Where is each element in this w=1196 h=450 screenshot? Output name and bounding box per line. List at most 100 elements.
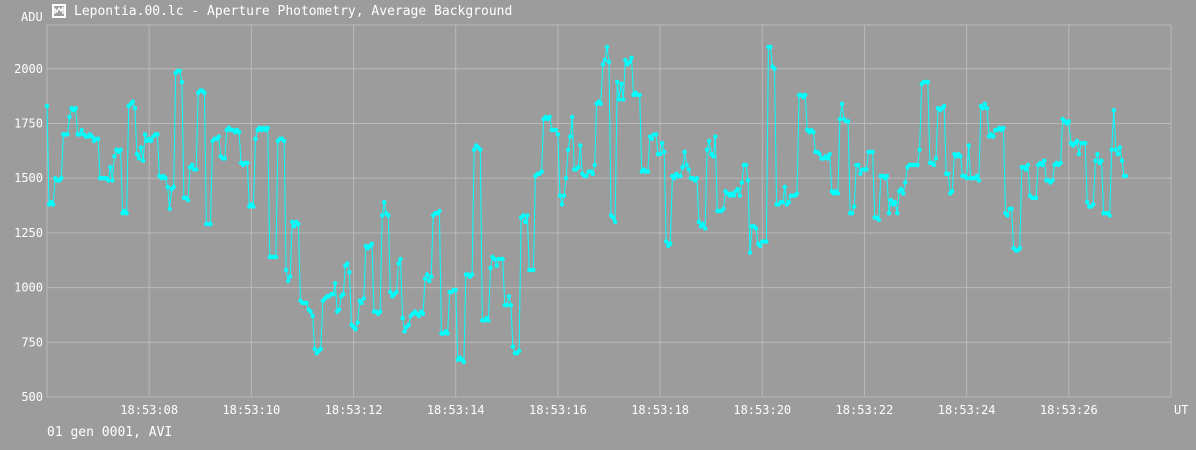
data-point (310, 313, 315, 319)
data-point (531, 267, 536, 273)
data-point (1001, 125, 1006, 130)
data-point (171, 184, 176, 190)
data-point (523, 219, 528, 225)
data-point (138, 145, 144, 150)
data-point (361, 296, 366, 301)
data-point (739, 180, 744, 185)
data-point (682, 149, 687, 155)
data-point (288, 274, 293, 279)
data-point (216, 134, 221, 139)
data-point (668, 241, 673, 246)
data-point (265, 125, 270, 130)
data-point (659, 141, 665, 146)
data-point (245, 160, 250, 166)
data-point (222, 156, 227, 161)
y-tick-label: 1250 (14, 226, 43, 240)
data-point (165, 184, 170, 190)
data-point (743, 162, 749, 168)
data-point (304, 300, 309, 306)
data-point (933, 156, 939, 161)
data-point (194, 167, 199, 172)
data-point (1066, 119, 1072, 124)
y-tick-label: 750 (21, 335, 43, 349)
data-point (570, 114, 575, 120)
data-point (837, 116, 843, 122)
data-point (637, 92, 642, 98)
data-point (982, 101, 988, 107)
data-point (984, 106, 990, 111)
data-point (488, 265, 493, 271)
data-point (283, 267, 289, 273)
data-point (290, 219, 295, 225)
data-point (606, 60, 612, 65)
data-point (721, 206, 726, 211)
data-point (44, 103, 50, 109)
data-point (835, 191, 841, 196)
data-point (615, 79, 620, 85)
y-tick-label: 1750 (14, 116, 43, 130)
data-point (508, 302, 514, 308)
data-point (494, 263, 499, 268)
data-point (678, 173, 683, 179)
data-point (424, 272, 430, 277)
data-point (886, 211, 892, 216)
data-point (1107, 213, 1112, 218)
data-point (355, 320, 360, 325)
data-point (888, 197, 894, 203)
data-point (845, 119, 851, 124)
x-tick-label: 18:53:14 (427, 403, 485, 417)
data-point (396, 261, 401, 266)
data-point (901, 191, 906, 196)
series-line (46, 46, 1126, 364)
data-point (557, 193, 563, 198)
y-tick-label: 1000 (14, 281, 43, 295)
data-point (680, 165, 685, 170)
data-point (422, 276, 428, 281)
data-point (110, 178, 115, 183)
data-point (312, 346, 317, 352)
data-point (208, 221, 213, 227)
data-point (461, 359, 467, 365)
chart-window-icon[interactable] (52, 4, 66, 18)
data-point (568, 134, 573, 139)
data-point (561, 193, 567, 198)
data-point (1076, 151, 1082, 157)
data-point (273, 254, 279, 260)
data-point (706, 138, 712, 144)
data-point (525, 213, 530, 218)
data-point (895, 211, 900, 216)
x-tick-label: 18:53:22 (836, 403, 894, 417)
y-tick-label: 500 (21, 390, 43, 404)
data-point (453, 287, 458, 292)
data-point (600, 62, 606, 67)
data-point (772, 66, 777, 72)
data-point (1113, 147, 1119, 152)
data-point (251, 204, 256, 209)
data-point (112, 154, 117, 159)
data-point (337, 307, 342, 312)
data-point (341, 292, 346, 297)
data-point (547, 114, 552, 120)
data-point (858, 171, 863, 176)
data-point (565, 147, 571, 152)
data-point (140, 158, 146, 163)
data-point (803, 92, 808, 98)
data-point (553, 127, 559, 133)
data-point (623, 57, 628, 63)
data-point (437, 208, 442, 214)
data-point (649, 136, 655, 141)
footer-info: 01 gen 0001, AVI (47, 425, 173, 440)
y-axis-label: ADU (21, 10, 43, 24)
data-point (347, 270, 352, 275)
data-point (966, 143, 971, 148)
data-point (400, 316, 405, 321)
data-point (662, 149, 667, 155)
y-tick-label: 2000 (14, 62, 43, 76)
data-point (974, 173, 980, 179)
data-point (617, 97, 622, 102)
x-tick-label: 18:53:08 (120, 403, 178, 417)
data-point (700, 221, 706, 227)
data-point (95, 136, 101, 141)
chart-axes (46, 24, 1172, 398)
